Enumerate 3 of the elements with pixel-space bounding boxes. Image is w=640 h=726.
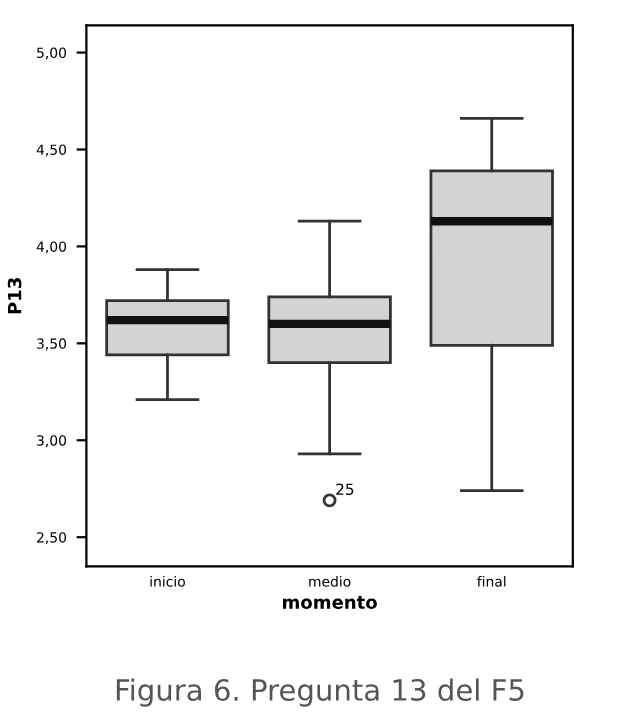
- y-axis-title: P13: [7, 278, 22, 314]
- x-axis-title: momento: [283, 596, 377, 609]
- text: Figura 6. Pregunta 13 del F5: [116, 678, 524, 707]
